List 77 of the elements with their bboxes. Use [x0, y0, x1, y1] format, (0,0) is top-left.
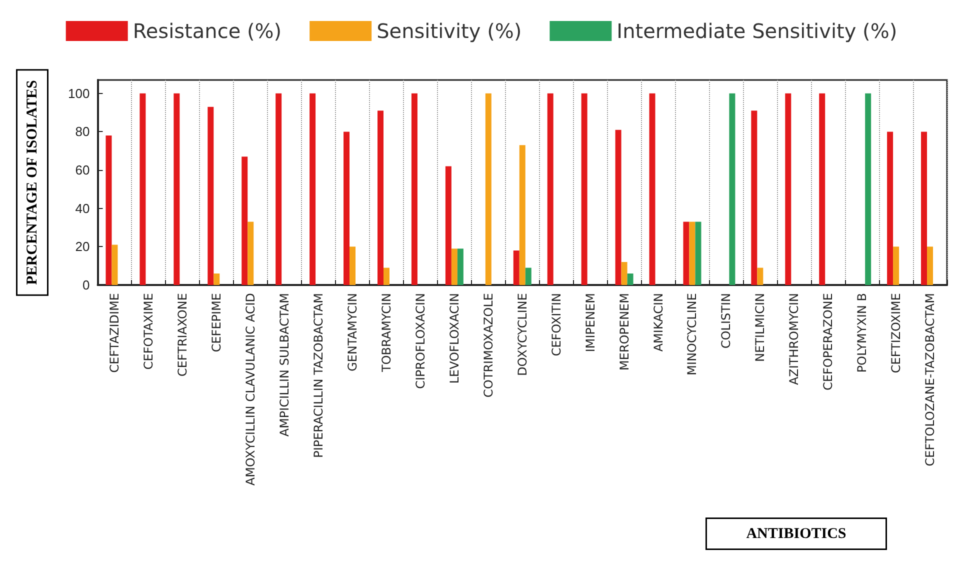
x-tick-label: AMIKACIN — [651, 293, 666, 352]
x-tick-label: PIPERACILLIN TAZOBACTAM — [312, 293, 326, 458]
x-tick-label: LEVOFLOXACIN — [447, 293, 462, 384]
bar — [310, 93, 316, 285]
y-axis-title: PERCENTAGE OF ISOLATES — [24, 80, 40, 285]
x-tick-label: AMOXYCILLIN CLAVULANIC ACID — [244, 293, 258, 486]
x-tick-label: CEFOXITIN — [549, 293, 564, 356]
bar — [621, 262, 628, 285]
bar — [615, 130, 622, 285]
bar — [174, 93, 180, 285]
bar — [485, 93, 492, 285]
bar — [276, 93, 282, 285]
y-tick-label: 80 — [75, 124, 90, 140]
bar — [214, 274, 220, 285]
legend-label: Intermediate Sensitivity (%) — [616, 19, 898, 43]
bar — [865, 93, 872, 285]
bar — [445, 166, 452, 285]
x-tick-label: MINOCYCLINE — [685, 293, 700, 376]
bar — [112, 244, 118, 285]
bar — [581, 93, 588, 285]
bar — [411, 93, 418, 285]
x-tick-label: CEFTOLOZANE-TAZOBACTAM — [923, 293, 938, 466]
y-tick-label: 0 — [82, 278, 90, 292]
x-tick-label: MEROPENEM — [617, 293, 632, 370]
legend-label: Sensitivity (%) — [376, 19, 522, 43]
x-tick-label: CEFOTAXIME — [142, 293, 156, 370]
x-tick-label: AMPICILLIN SULBACTAM — [278, 293, 292, 437]
y-tick-label: 20 — [75, 239, 90, 254]
x-tick-label: GENTAMYCIN — [346, 293, 360, 372]
x-tick-label: POLYMYXIN B — [855, 293, 870, 373]
bar — [751, 110, 758, 285]
bar — [695, 222, 702, 285]
bar — [921, 132, 928, 285]
bar — [457, 248, 464, 285]
x-tick-label: CEFOPERAZONE — [821, 293, 836, 390]
bar — [140, 93, 146, 285]
bar — [242, 156, 248, 285]
bar — [887, 132, 894, 285]
bar — [106, 136, 112, 285]
bar — [893, 246, 900, 285]
bar — [547, 93, 554, 285]
x-tick-label: CEFTRIAXONE — [176, 293, 190, 377]
bar — [377, 110, 384, 285]
x-tick-label: DOXYCYCLINE — [515, 293, 530, 376]
bar — [757, 268, 764, 285]
bar — [519, 145, 526, 285]
bar — [627, 274, 634, 285]
bar — [248, 222, 254, 285]
bar — [649, 93, 656, 285]
x-tick-label: COTRIMOXAZOLE — [481, 293, 496, 398]
bar — [819, 93, 826, 285]
bar — [927, 246, 934, 285]
bar — [344, 132, 350, 285]
bar — [785, 93, 792, 285]
x-tick-label: CEFTAZIDIME — [108, 293, 122, 373]
x-tick-label: CEFEPIME — [210, 293, 224, 352]
x-tick-label: NETILMICIN — [753, 293, 768, 362]
bar — [683, 222, 690, 285]
bar — [525, 268, 532, 285]
y-tick-label: 40 — [75, 200, 90, 216]
x-tick-label: COLISTIN — [719, 293, 734, 349]
x-tick-label: CIPROFLOXACIN — [413, 293, 428, 389]
x-axis-title: ANTIBIOTICS — [746, 526, 846, 542]
bar — [350, 246, 356, 285]
x-tick-label: TOBRAMYCIN — [379, 293, 394, 373]
bar — [729, 93, 736, 285]
x-tick-label: IMIPENEM — [583, 293, 598, 352]
bar — [383, 268, 390, 285]
bar — [689, 222, 696, 285]
legend-label: Resistance (%) — [132, 19, 282, 43]
x-tick-label: CEFTIZOXIME — [889, 293, 904, 374]
bar — [451, 248, 458, 285]
bar — [513, 250, 520, 285]
bar — [208, 106, 214, 285]
y-tick-label: 100 — [68, 86, 90, 101]
y-tick-label: 60 — [75, 162, 90, 178]
x-tick-label: AZITHROMYCIN — [787, 293, 802, 386]
